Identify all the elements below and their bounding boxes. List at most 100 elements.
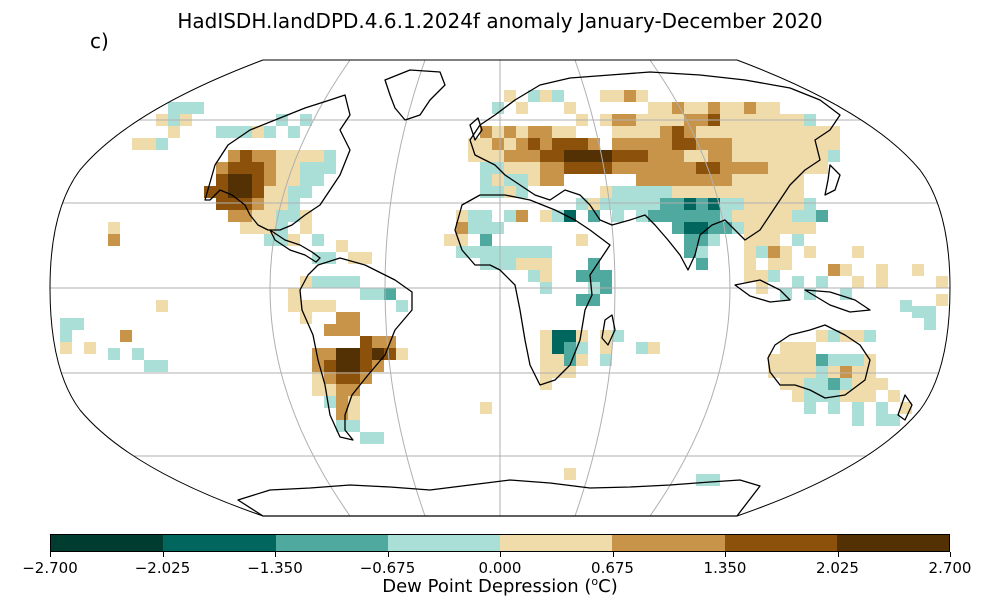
grid-cell	[228, 150, 240, 162]
grid-cell	[228, 162, 240, 174]
grid-cell	[780, 222, 792, 234]
grid-cell	[660, 126, 672, 138]
grid-cell	[720, 126, 732, 138]
grid-cell	[228, 174, 240, 186]
grid-cell	[360, 336, 372, 348]
grid-cell	[732, 102, 744, 114]
grid-cell	[540, 378, 552, 390]
grid-cell	[612, 162, 624, 174]
grid-cell	[768, 174, 780, 186]
colorbar-segment	[724, 535, 837, 551]
grid-cell	[492, 258, 504, 270]
grid-cell	[552, 354, 564, 366]
grid-cell	[780, 342, 792, 354]
grid-cell	[768, 162, 780, 174]
grid-cell	[756, 138, 768, 150]
grid-cell	[516, 150, 528, 162]
grid-cell	[864, 378, 876, 390]
grid-cell	[528, 258, 540, 270]
colorbar-segment	[612, 535, 725, 551]
grid-cell	[384, 288, 396, 300]
grid-cell	[696, 102, 708, 114]
grid-cell	[468, 222, 480, 234]
grid-cell	[372, 432, 384, 444]
grid-cell	[588, 210, 600, 222]
grid-cell	[168, 102, 180, 114]
grid-cell	[336, 240, 348, 252]
grid-cell	[792, 366, 804, 378]
colorbar-label: Dew Point Depression (oC)	[382, 575, 618, 597]
grid-cell	[864, 390, 876, 402]
grid-cell	[756, 270, 768, 282]
grid-cell	[324, 300, 336, 312]
grid-cell	[264, 174, 276, 186]
grid-cell	[564, 150, 576, 162]
grid-cell	[480, 210, 492, 222]
grid-cell	[276, 198, 288, 210]
grid-cell	[696, 246, 708, 258]
grid-cell	[696, 186, 708, 198]
grid-cell	[804, 150, 816, 162]
grid-cell	[252, 174, 264, 186]
grid-cell	[564, 330, 576, 342]
grid-cell	[264, 150, 276, 162]
grid-cell	[648, 138, 660, 150]
grid-cell	[240, 198, 252, 210]
grid-cell	[276, 186, 288, 198]
grid-cell	[168, 126, 180, 138]
grid-cell	[684, 126, 696, 138]
grid-cell	[732, 174, 744, 186]
grid-cell	[456, 210, 468, 222]
grid-cell	[564, 342, 576, 354]
grid-cell	[528, 138, 540, 150]
grid-cell	[552, 342, 564, 354]
grid-cell	[288, 150, 300, 162]
colorbar-tick	[50, 552, 51, 557]
grid-cell	[276, 174, 288, 186]
grid-cell	[540, 354, 552, 366]
grid-cell	[528, 270, 540, 282]
colorbar	[50, 534, 950, 552]
grid-cell	[540, 174, 552, 186]
grid-cell	[108, 348, 120, 360]
grid-cell	[252, 210, 264, 222]
grid-cell	[552, 90, 564, 102]
colorbar-tick	[725, 552, 726, 557]
grid-cell	[240, 186, 252, 198]
grid-cell	[492, 138, 504, 150]
grid-cell	[684, 138, 696, 150]
grid-cell	[696, 162, 708, 174]
grid-cell	[324, 360, 336, 372]
grid-cell	[588, 150, 600, 162]
grid-cell	[744, 258, 756, 270]
grid-cell	[780, 126, 792, 138]
grid-cell	[624, 90, 636, 102]
grid-cell	[720, 174, 732, 186]
colorbar-tick-label: 2.025	[816, 559, 859, 577]
grid-cell	[288, 174, 300, 186]
grid-cell	[732, 126, 744, 138]
grid-cell	[480, 246, 492, 258]
colorbar-ticks	[50, 552, 951, 562]
grid-cell	[876, 402, 888, 414]
grid-cell	[696, 222, 708, 234]
grid-cell	[492, 126, 504, 138]
grid-cell	[492, 186, 504, 198]
grid-cell	[672, 102, 684, 114]
grid-cell	[744, 246, 756, 258]
grid-cell	[936, 276, 948, 288]
colorbar-tick-label: −0.675	[359, 559, 416, 577]
grid-cell	[612, 198, 624, 210]
grid-cell	[252, 186, 264, 198]
grid-cell	[576, 294, 588, 306]
grid-cell	[216, 126, 228, 138]
grid-cell	[492, 222, 504, 234]
grid-cell	[336, 384, 348, 396]
grid-cell	[156, 360, 168, 372]
grid-cell	[744, 270, 756, 282]
grid-cell	[816, 354, 828, 366]
grid-cell	[720, 222, 732, 234]
grid-cell	[828, 330, 840, 342]
grid-cell	[264, 198, 276, 210]
grid-cell	[504, 162, 516, 174]
